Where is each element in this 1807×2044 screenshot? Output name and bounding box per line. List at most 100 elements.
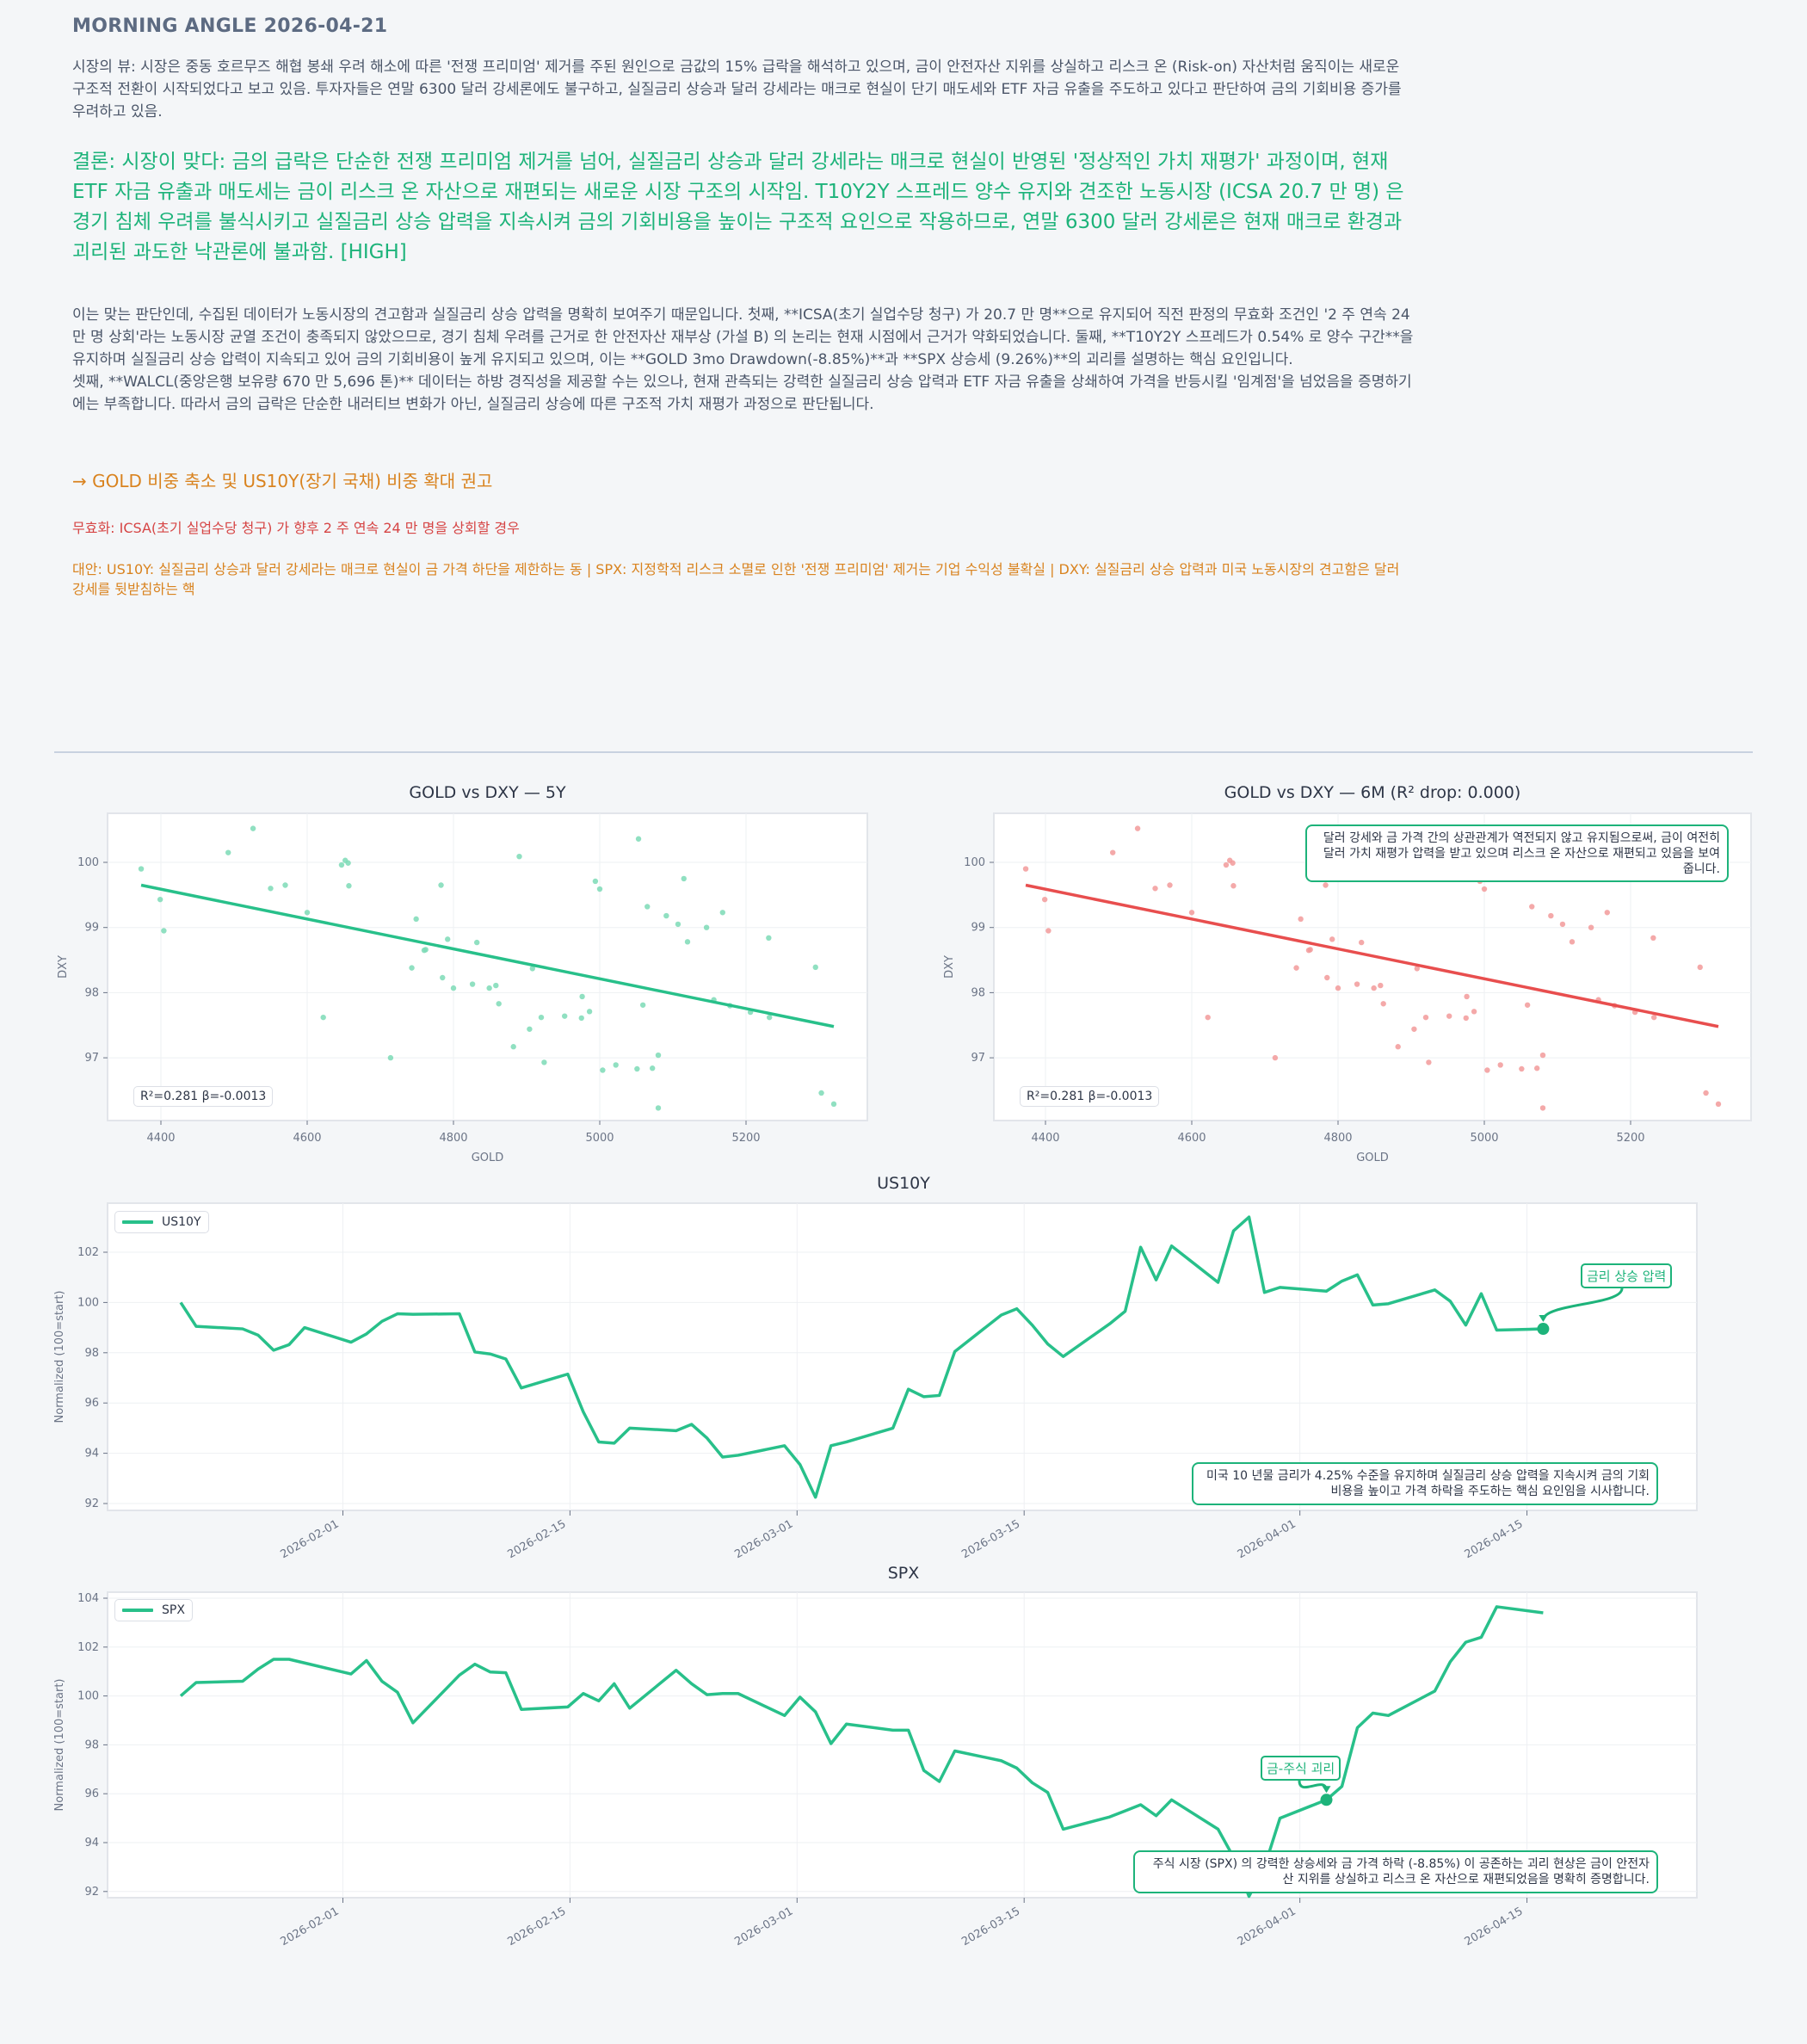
scatter-5y-point xyxy=(346,883,352,889)
scatter-5y-y-tick-label: 97 xyxy=(84,1052,99,1065)
scatter-5y-point xyxy=(655,1052,662,1059)
scatter-6m-point xyxy=(1539,1105,1546,1111)
scatter-5y-point xyxy=(338,861,345,868)
spx-y-tick-label: 92 xyxy=(84,1886,99,1899)
scatter-5y-point xyxy=(663,912,669,919)
us10y-x-tick-label: 2026-04-15 xyxy=(1463,1517,1526,1561)
scatter-5y-point xyxy=(438,882,444,888)
us10y-legend: US10Y xyxy=(114,1211,209,1233)
scatter-6m-point xyxy=(1152,886,1158,892)
us10y-legend-label: US10Y xyxy=(162,1215,201,1229)
scatter-5y-point xyxy=(634,1065,640,1072)
scatter-5y-point xyxy=(250,825,256,831)
scatter-6m-point xyxy=(1395,1044,1401,1050)
scatter-5y-point xyxy=(422,947,429,953)
scatter-6m-point xyxy=(1426,1059,1432,1065)
scatter-6m-y-tick-label: 99 xyxy=(971,922,985,935)
spx-x-tick-label: 2026-03-15 xyxy=(959,1905,1022,1948)
scatter-5y-point xyxy=(675,921,681,928)
scatter-6m-x-label: GOLD xyxy=(1356,1152,1389,1164)
scatter-6m-point xyxy=(1471,1009,1477,1015)
scatter-5y-point xyxy=(413,916,419,923)
scatter-6m-point xyxy=(1167,882,1173,888)
us10y-highlight-point xyxy=(1537,1323,1550,1336)
scatter-5y-point xyxy=(639,1002,646,1008)
scatter-6m-point xyxy=(1272,1054,1279,1061)
scatter-5y-x-tick-label: 5200 xyxy=(731,1132,760,1145)
us10y-plot-area xyxy=(107,1202,1698,1511)
scatter-5y-point xyxy=(529,966,535,972)
scatter-5y-point xyxy=(225,849,231,855)
spx-y-tick-label: 98 xyxy=(84,1738,99,1751)
scatter-5y-y-tick-label: 99 xyxy=(84,922,99,935)
us10y-x-tick-label: 2026-03-15 xyxy=(959,1517,1022,1561)
spx-series-line xyxy=(179,1605,1544,1899)
spx-title: SPX xyxy=(888,1564,920,1583)
scatter-6m-point xyxy=(1414,966,1421,972)
spx-x-tick-label: 2026-03-01 xyxy=(732,1905,795,1948)
spx-legend-swatch xyxy=(122,1609,153,1612)
scatter-6m-x-tick-label: 4600 xyxy=(1177,1132,1206,1145)
reasoning-paragraph: 이는 맞는 판단인데, 수집된 데이터가 노동시장의 견고함과 실질금리 상승 … xyxy=(72,306,1414,368)
scatter-5y-point xyxy=(161,928,167,934)
scatter-5y-point xyxy=(655,1105,662,1111)
scatter-5y-point xyxy=(830,1101,837,1108)
scatter-6m-point xyxy=(1497,1062,1503,1068)
scatter-6m-point xyxy=(1481,886,1488,892)
conclusion: 결론: 시장이 맞다: 금의 급락은 단순한 전쟁 프리미엄 제거를 넘어, 실… xyxy=(72,151,1404,263)
scatter-6m-point xyxy=(1534,1065,1540,1071)
spx-annotation: 주식 시장 (SPX) 의 강력한 상승세와 금 가격 하락 (-8.85%) … xyxy=(1133,1850,1658,1893)
report: MORNING ANGLE 2026-04-21 시장의 뷰: 시장은 중동 호… xyxy=(72,15,1415,599)
scatter-5y-y-label: DXY xyxy=(57,955,70,979)
reasoning-paragraph: 셋째, **WALCL(중앙은행 보유량 670 만 5,696 톤)** 데이… xyxy=(72,374,1412,413)
scatter-6m-stat-label: R²=0.281 β=-0.0013 xyxy=(1020,1086,1160,1107)
scatter-6m-point xyxy=(1329,936,1335,942)
us10y-title: US10Y xyxy=(877,1174,930,1193)
scatter-6m-x-tick-label: 4400 xyxy=(1031,1132,1059,1145)
scatter-5y-point xyxy=(440,974,446,981)
spx-x-tick-label: 2026-04-01 xyxy=(1236,1905,1298,1948)
scatter-5y-point xyxy=(409,965,415,971)
scatter-6m-point xyxy=(1588,924,1594,930)
scatter-6m-y-tick-label: 97 xyxy=(971,1052,985,1065)
scatter-6m-point xyxy=(1569,939,1576,945)
scatter-6m-point xyxy=(1411,1026,1417,1032)
scatter-6m-y-tick-label: 98 xyxy=(971,986,985,999)
scatter-5y-point xyxy=(600,1067,606,1073)
scatter-5y-point xyxy=(586,1009,593,1015)
us10y-highlight-tag: 금리 상승 압력 xyxy=(1581,1263,1673,1288)
scatter-6m-point xyxy=(1559,921,1566,928)
scatter-6m-point xyxy=(1539,1052,1546,1059)
scatter-5y-y-tick-label: 100 xyxy=(77,856,99,869)
spx-x-tick-label: 2026-04-15 xyxy=(1463,1905,1526,1948)
scatter-6m-y-tick-label: 100 xyxy=(964,856,985,869)
spx-y-label: Normalized (100=start) xyxy=(53,1679,66,1812)
scatter-5y-point xyxy=(684,939,691,945)
scatter-5y-point xyxy=(496,1001,502,1007)
us10y-series-line xyxy=(179,1215,1544,1499)
scatter-6m-point xyxy=(1422,1014,1429,1021)
scatter-5y-point xyxy=(538,1014,545,1021)
spx-arrow-head xyxy=(1322,1786,1331,1794)
scatter-6m-point xyxy=(1484,1067,1490,1073)
spx-legend-label: SPX xyxy=(162,1603,185,1617)
scatter-5y-x-tick-label: 4600 xyxy=(293,1132,321,1145)
invalidation-condition: 무효화: ICSA(초기 실업수당 청구) 가 향후 2 주 연속 24 만 명… xyxy=(72,520,520,536)
scatter-6m-fit-line xyxy=(1025,883,1719,1028)
scatter-5y-stat-label: R²=0.281 β=-0.0013 xyxy=(133,1086,274,1107)
spx-highlight-point xyxy=(1320,1794,1333,1806)
scatter-5y-point xyxy=(445,936,451,942)
scatter-6m-point xyxy=(1703,1090,1709,1096)
scatter-5y-point xyxy=(562,1013,568,1019)
scatter-5y-title: GOLD vs DXY — 5Y xyxy=(409,783,566,802)
scatter-6m-point xyxy=(1446,1013,1452,1019)
scatter-6m-point xyxy=(1380,1001,1386,1007)
scatter-5y-point xyxy=(650,1065,656,1071)
scatter-6m-title: GOLD vs DXY — 6M (R² drop: 0.000) xyxy=(1224,783,1521,802)
scatter-5y-point xyxy=(644,904,651,910)
scatter-5y-point xyxy=(635,836,642,842)
scatter-5y-point xyxy=(719,910,725,916)
scatter-5y-point xyxy=(304,910,311,916)
spx-x-tick-label: 2026-02-15 xyxy=(505,1905,568,1948)
